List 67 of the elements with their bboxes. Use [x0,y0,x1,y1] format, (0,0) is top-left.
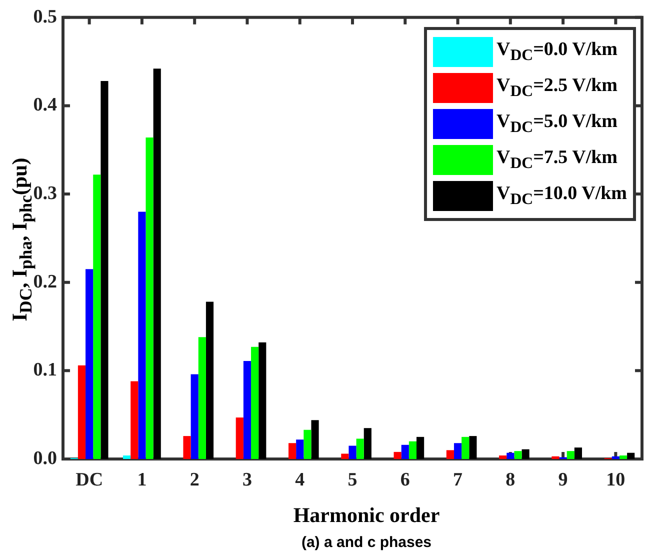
bar [356,438,364,459]
bar [514,451,522,459]
x-tick-label: 4 [295,469,306,490]
bar [499,455,507,459]
bar [236,417,244,459]
bar [304,430,312,459]
x-tick-label: 10 [606,469,626,490]
bar [394,452,402,459]
bar [198,337,206,459]
y-tick-label: 0.2 [33,271,57,292]
bar [190,374,198,459]
bar [341,454,349,459]
x-tick-label: 7 [453,469,464,490]
bar [146,138,154,459]
bar [138,212,146,459]
x-axis-title: Harmonic order [292,503,441,528]
x-tick-label: 9 [558,469,568,490]
bar [206,302,214,459]
bar [469,436,477,459]
x-tick-label: 1 [137,469,147,490]
bar [408,441,417,459]
text: (a) a and c phases [300,534,433,551]
legend-label: V$_{DC}$=0.0 V/km [496,39,618,65]
bar [288,443,296,459]
legend-label: V$_{DC}$=7.5 V/km [496,147,618,173]
y-tick-label: 0.1 [33,360,57,381]
bar [619,455,628,459]
bar [296,440,304,459]
legend-label: V$_{DC}$=2.5 V/km [496,75,618,101]
bar [153,68,161,459]
bar [183,436,191,459]
legend-label: V$_{DC}$=5.0 V/km [496,111,618,137]
x-tick-label: DC [76,469,104,490]
y-tick-label: 0.5 [33,6,57,28]
bar [416,436,424,459]
y-tick-label: 0.0 [33,448,57,469]
bar [348,446,356,459]
bar [258,342,266,459]
bar [462,436,470,459]
bar [574,448,582,459]
bar [130,381,138,459]
bar [86,269,94,459]
bar [93,174,101,459]
bar [446,450,454,459]
bar [78,365,86,459]
x-tick-label: 6 [400,469,410,490]
bar [364,428,372,459]
bar [454,443,462,459]
x-tick-label: 8 [506,469,516,490]
y-tick-label: 0.3 [33,182,57,204]
bar [566,451,574,459]
bar [627,452,635,459]
legend-label: V$_{DC}$=10.0 V/km [496,183,627,209]
bar [251,346,259,459]
bar [612,456,620,459]
bar [552,456,560,459]
bar [522,449,530,459]
bar [123,455,131,459]
x-tick-label: 2 [190,469,200,490]
x-tick-label: 5 [348,469,358,490]
y-tick-label: 0.4 [33,94,58,116]
bar [401,444,409,459]
bar [100,80,108,459]
bar [506,452,514,459]
bar [243,360,252,459]
x-tick-label: 3 [242,469,252,490]
bar [311,420,319,459]
